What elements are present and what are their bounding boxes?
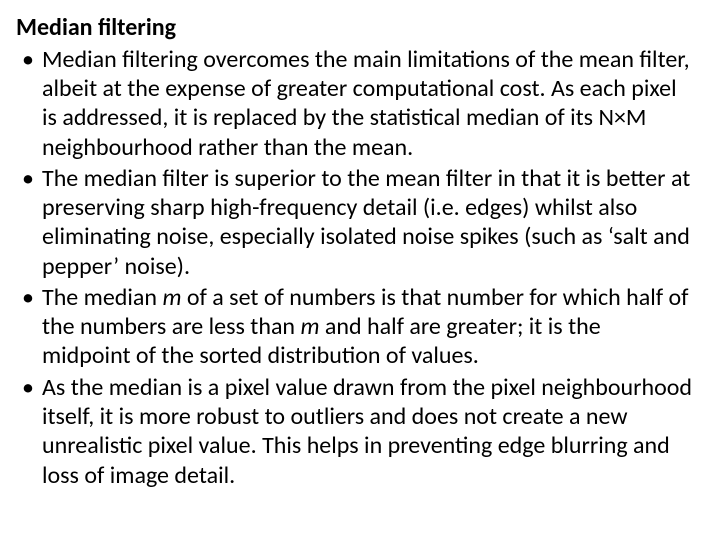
list-item: The median m of a set of numbers is that… <box>16 283 692 371</box>
slide: Median filtering Median filtering overco… <box>0 0 720 540</box>
list-item: As the median is a pixel value drawn fro… <box>16 373 692 490</box>
italic-variable: m <box>300 312 319 341</box>
italic-variable: m <box>162 283 181 312</box>
list-item: Median filtering overcomes the main limi… <box>16 45 692 162</box>
slide-title: Median filtering <box>16 14 692 43</box>
bullet-list: Median filtering overcomes the main limi… <box>16 45 692 490</box>
text-run: The median <box>42 283 162 312</box>
list-item: The median filter is superior to the mea… <box>16 164 692 281</box>
